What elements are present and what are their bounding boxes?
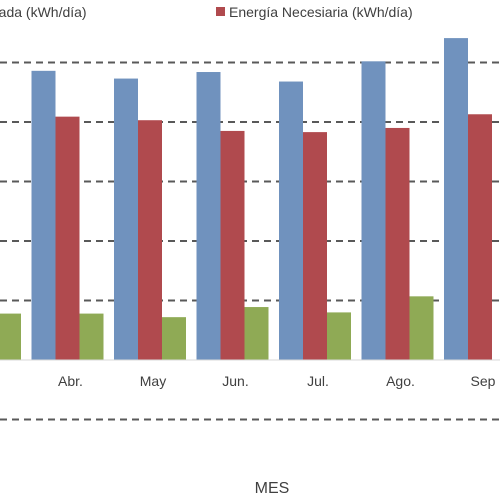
x-axis-title: MES	[255, 480, 290, 497]
bar-series-1-6	[444, 38, 468, 360]
bar-series-3-4	[327, 312, 351, 360]
bar-series-2-4	[303, 132, 327, 360]
x-tick-label: Sep	[471, 373, 496, 389]
x-tick-label: Ago.	[386, 373, 415, 389]
legend-swatch-series-2	[216, 7, 225, 16]
bar-series-1-4	[279, 81, 303, 360]
bar-series-1-3	[196, 72, 221, 361]
x-tick-label: Abr.	[58, 373, 83, 389]
bar-series-2-5	[385, 127, 410, 360]
bar-series-2-1	[55, 116, 80, 361]
bar-series-3-0	[0, 313, 21, 360]
bar-series-3-5	[409, 296, 434, 360]
bar-series-2-6	[468, 114, 492, 360]
x-tick-label: Jul.	[307, 373, 329, 389]
x-tick-label: May	[140, 373, 166, 389]
legend-label-series-2: Energía Necesiaria (kWh/día)	[229, 4, 413, 20]
bar-series-3-2	[162, 317, 186, 360]
bar-series-1-2	[114, 78, 138, 360]
legend-label-series-1: rada (kWh/día)	[0, 4, 87, 20]
bar-series-1-1	[31, 70, 56, 360]
bar-series-2-3	[220, 130, 245, 360]
bars	[0, 38, 492, 361]
bar-series-3-3	[244, 307, 269, 360]
bar-series-1-5	[361, 61, 386, 361]
bar-series-3-1	[79, 313, 104, 360]
x-tick-label: Jun.	[222, 373, 248, 389]
legend: rada (kWh/día) Energía Necesiaria (kWh/d…	[0, 4, 413, 20]
bar-series-2-2	[138, 120, 162, 360]
